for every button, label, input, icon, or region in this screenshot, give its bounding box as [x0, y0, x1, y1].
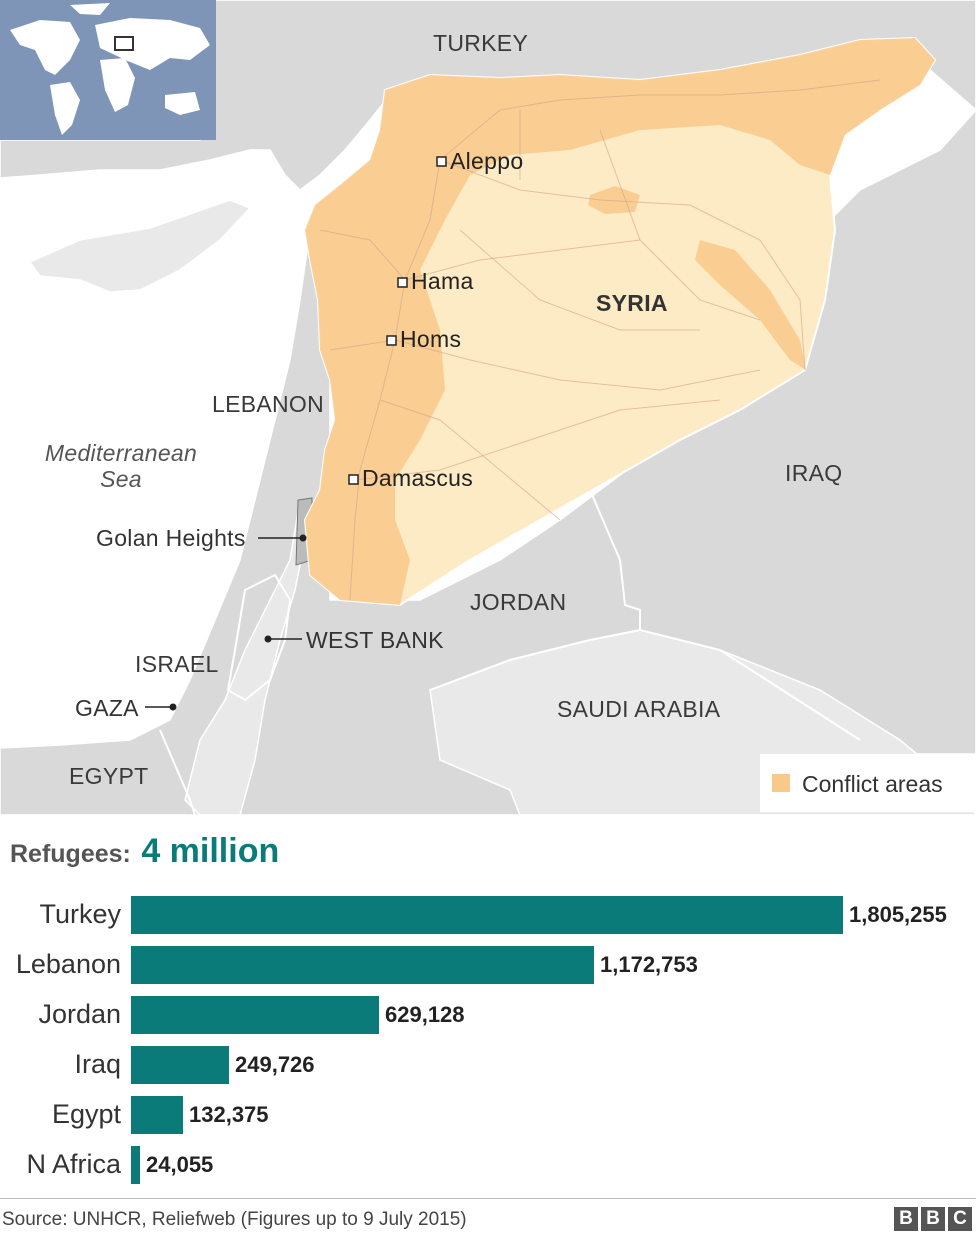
golan-dot — [299, 534, 307, 542]
label-homs: Homs — [400, 326, 462, 352]
source-note: Source: UNHCR, Reliefweb (Figures up to … — [2, 1209, 467, 1230]
headline-value: 4 million — [141, 832, 280, 870]
damascus-marker — [348, 474, 359, 485]
bar-jordan — [131, 996, 379, 1034]
bbc-logo: B B C — [894, 1207, 972, 1231]
map-legend: Conflict areas — [760, 754, 976, 812]
label-damascus: Damascus — [362, 465, 474, 491]
cyprus-land — [28, 199, 252, 293]
conflict-west — [305, 38, 935, 605]
bar-category-egypt: Egypt — [51, 1099, 121, 1129]
bar-value-iraq: 249,726 — [235, 1052, 315, 1077]
syria-map: TURKEY SYRIA LEBANON IRAQ JORDAN ISRAEL … — [0, 0, 976, 815]
logo-letter-2: B — [921, 1207, 945, 1231]
label-iraq: IRAQ — [785, 460, 843, 486]
conflict-east-corridor — [695, 240, 806, 370]
road-network — [319, 79, 881, 601]
bar-value-turkey: 1,805,255 — [849, 902, 947, 927]
label-israel: ISRAEL — [135, 651, 219, 677]
label-egypt: EGYPT — [69, 763, 149, 789]
bar-value-lebanon: 1,172,753 — [600, 952, 698, 977]
label-golan-heights: Golan Heights — [96, 525, 246, 551]
label-aleppo: Aleppo — [450, 148, 524, 174]
map-graphic — [0, 0, 976, 815]
sea-line-2: Sea — [100, 466, 142, 493]
headline-label: Refugees: — [10, 840, 131, 868]
refugee-bar-chart: Turkey 1,805,255 Lebanon 1,172,753 Jordan 629… — [0, 880, 976, 1190]
bar-category-iraq: Iraq — [74, 1049, 121, 1079]
bar-category-jordan: Jordan — [38, 999, 121, 1029]
label-west-bank: WEST BANK — [306, 627, 444, 653]
bar-egypt — [131, 1096, 183, 1134]
bar-value-n-africa: 24,055 — [146, 1152, 214, 1177]
locator-globe — [0, 0, 216, 140]
bar-iraq — [131, 1046, 229, 1084]
footer-divider — [0, 1198, 976, 1199]
border-jordan-saudi — [429, 628, 861, 741]
label-turkey: TURKEY — [433, 30, 529, 56]
hama-marker — [397, 277, 408, 288]
label-lebanon: LEBANON — [212, 391, 325, 417]
bar-category-n-africa: N Africa — [26, 1149, 121, 1179]
bar-lebanon — [131, 946, 594, 984]
homs-marker — [386, 335, 397, 346]
bar-n-africa — [131, 1146, 140, 1184]
refugees-headline: Refugees: 4 million — [10, 832, 279, 871]
legend-conflict-swatch — [772, 774, 790, 792]
logo-letter-1: B — [894, 1207, 918, 1231]
sea-line-1: Mediterranean — [44, 440, 198, 466]
west-bank-dot — [264, 635, 272, 643]
label-mediterranean-sea: Mediterranean Sea — [36, 440, 206, 493]
label-jordan: JORDAN — [470, 589, 567, 615]
gaza-dot — [169, 703, 177, 711]
west-bank-outline — [226, 573, 292, 702]
bar-turkey — [131, 896, 843, 934]
label-gaza: GAZA — [75, 695, 139, 721]
locator-box — [114, 36, 134, 51]
aleppo-marker — [436, 156, 447, 167]
bar-category-turkey: Turkey — [39, 899, 121, 929]
logo-letter-3: C — [948, 1207, 972, 1231]
label-hama: Hama — [411, 268, 474, 294]
bar-category-lebanon: Lebanon — [15, 949, 121, 979]
border-egypt — [159, 729, 196, 815]
border-iraq-jordan — [589, 489, 641, 630]
legend-conflict-label: Conflict areas — [802, 771, 943, 797]
bar-value-jordan: 629,128 — [385, 1002, 465, 1027]
conflict-raqqa — [588, 186, 640, 214]
label-syria: SYRIA — [596, 290, 668, 316]
bar-value-egypt: 132,375 — [189, 1102, 269, 1127]
label-saudi-arabia: SAUDI ARABIA — [557, 696, 721, 722]
